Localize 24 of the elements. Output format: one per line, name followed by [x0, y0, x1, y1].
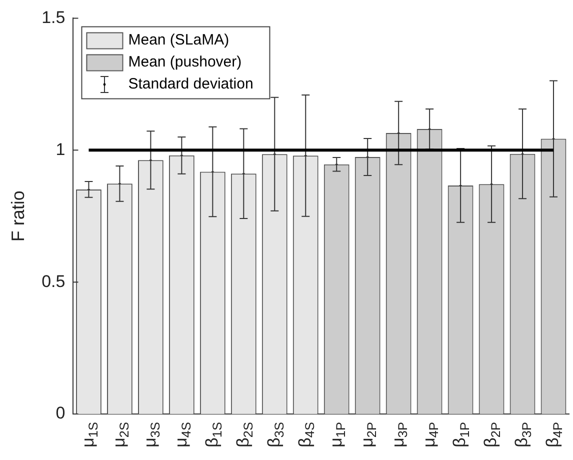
- x-tick-label: β2P: [481, 422, 504, 448]
- y-tick-label: 1.5: [42, 8, 66, 27]
- x-tick-label: β4P: [543, 422, 566, 448]
- x-tick-label: β1S: [202, 422, 224, 448]
- annotation: Standard deviation: [128, 75, 254, 92]
- x-tick-label: μ3S: [140, 422, 162, 448]
- x-tick-label: μ4P: [419, 422, 442, 448]
- x-tick-label: μ2P: [357, 422, 380, 448]
- y-tick-label: 0.5: [42, 272, 66, 291]
- x-tick-label: β1P: [450, 422, 472, 448]
- x-tick-label: β2S: [233, 422, 256, 448]
- legend-label: Mean (SLaMA): [128, 31, 230, 48]
- legend-label: Mean (pushover): [128, 53, 242, 70]
- x-tick-label: β3P: [512, 422, 534, 448]
- y-tick-label: 1: [56, 140, 66, 159]
- x-tick-label: β4S: [295, 422, 318, 448]
- x-tick-label: μ1P: [326, 422, 348, 448]
- x-tick-label: μ3P: [388, 422, 410, 448]
- x-tick-label: μ1S: [78, 422, 100, 448]
- x-tick-label: μ2S: [109, 422, 132, 448]
- x-tick-label: β3S: [264, 422, 286, 448]
- y-axis-title: F ratio: [8, 190, 28, 242]
- y-tick-label: 0: [56, 404, 66, 423]
- x-tick-label: μ4S: [171, 422, 194, 448]
